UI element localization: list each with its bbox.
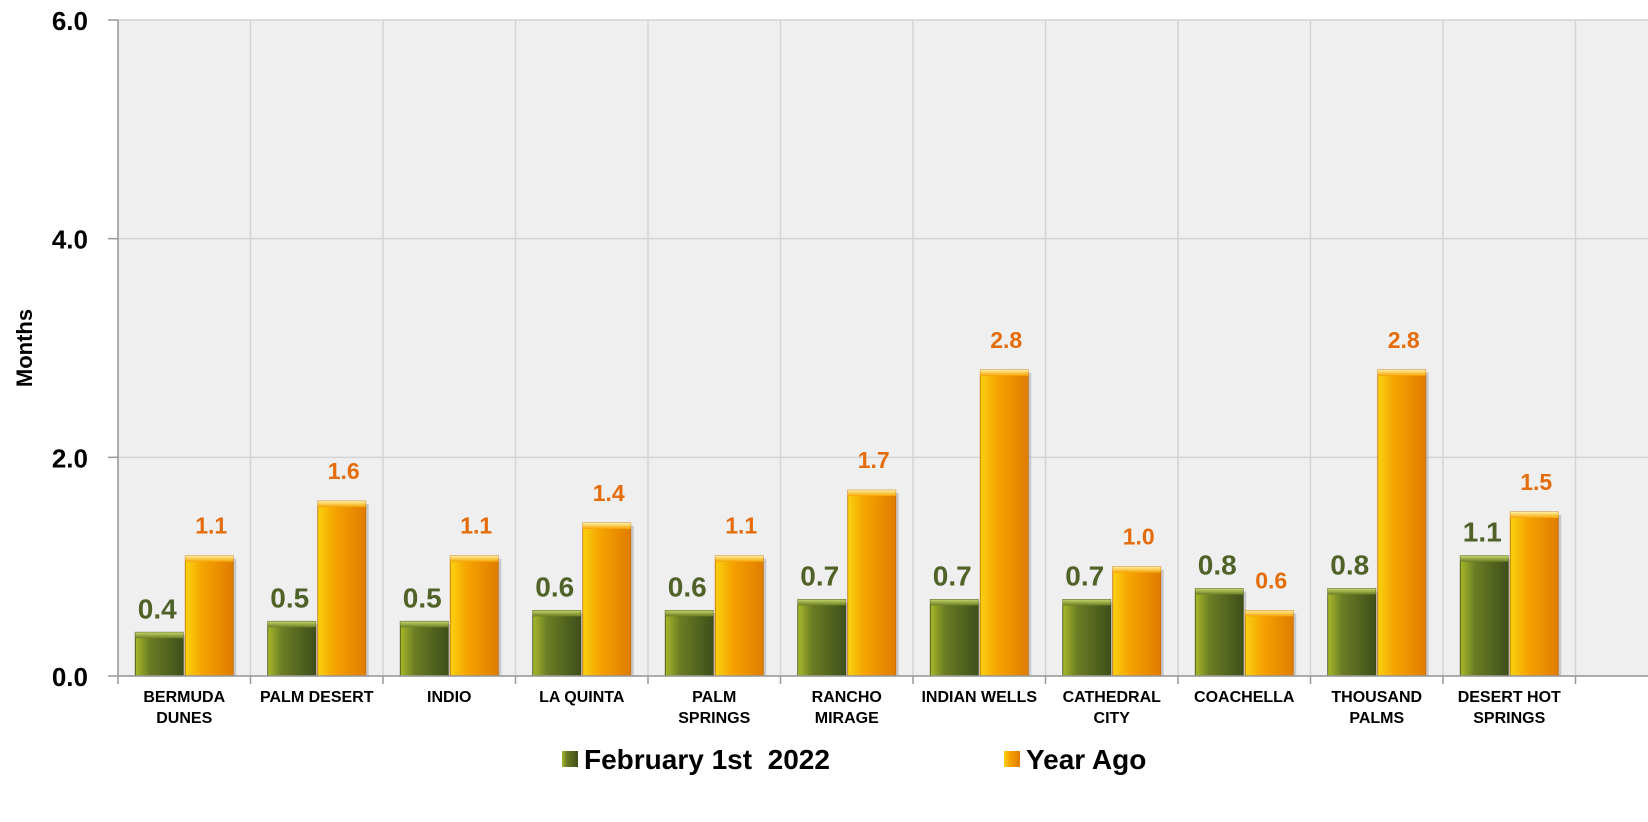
data-label-year-ago: 1.5: [1520, 469, 1552, 495]
bar-february: [268, 621, 316, 676]
bar-year-ago: [980, 370, 1028, 676]
bar-cap: [268, 621, 316, 627]
data-label-year-ago: 1.1: [195, 513, 227, 539]
bar-cap: [1195, 589, 1243, 595]
bar-cap: [583, 523, 631, 529]
bar-cap: [715, 556, 763, 562]
bar-february: [135, 632, 183, 676]
bar-year-ago: [1378, 370, 1426, 676]
bar-february: [930, 599, 978, 676]
x-tick-label: INDIAN WELLS: [921, 689, 1037, 706]
x-tick-label: BERMUDA: [143, 689, 225, 706]
bar-year-ago: [848, 490, 896, 676]
data-label-february: 0.7: [800, 560, 839, 591]
bar-cap: [1328, 589, 1376, 595]
data-label-year-ago: 1.6: [328, 458, 360, 484]
bar-cap: [1378, 370, 1426, 376]
x-tick-label: THOUSAND: [1331, 689, 1422, 706]
data-label-february: 0.6: [535, 571, 574, 602]
bar-year-ago: [1113, 567, 1161, 676]
bar-cap: [318, 501, 366, 507]
data-label-february: 0.8: [1198, 550, 1237, 581]
bar-year-ago: [318, 501, 366, 676]
bar-february: [1460, 556, 1508, 676]
legend-swatch-year-ago: [1004, 751, 1020, 767]
data-label-february: 0.7: [1065, 560, 1104, 591]
bar-february: [1195, 589, 1243, 676]
x-tick-label: PALM DESERT: [260, 689, 374, 706]
y-tick-label: 0.0: [52, 662, 88, 692]
x-tick-label: PALM: [692, 689, 736, 706]
data-label-year-ago: 0.6: [1255, 567, 1287, 593]
x-tick-label: CATHEDRAL: [1063, 689, 1162, 706]
x-tick-label: LA QUINTA: [539, 689, 625, 706]
data-label-february: 0.4: [138, 593, 177, 624]
legend-label-february: February 1st 2022: [584, 744, 830, 775]
bar-february: [665, 610, 713, 676]
bar-cap: [450, 556, 498, 562]
data-label-year-ago: 2.8: [990, 327, 1022, 353]
x-tick-label: SPRINGS: [1473, 710, 1545, 727]
x-tick-label: MIRAGE: [815, 710, 879, 727]
bar-cap: [1063, 599, 1111, 605]
data-label-february: 0.6: [668, 571, 707, 602]
data-label-year-ago: 1.7: [858, 447, 890, 473]
bar-year-ago: [715, 556, 763, 676]
data-label-february: 0.5: [403, 582, 442, 613]
legend: February 1st 2022 Year Ago: [562, 744, 1146, 775]
data-label-february: 0.7: [933, 560, 972, 591]
x-tick-label: RANCHO: [812, 689, 882, 706]
bar-cap: [665, 610, 713, 616]
bar-year-ago: [583, 523, 631, 676]
bar-february: [400, 621, 448, 676]
bar-cap: [533, 610, 581, 616]
y-axis-title: Months: [12, 309, 37, 387]
bar-cap: [135, 632, 183, 638]
data-label-year-ago: 2.8: [1388, 327, 1420, 353]
data-label-february: 1.1: [1463, 517, 1502, 548]
bar-cap: [930, 599, 978, 605]
bar-cap: [848, 490, 896, 496]
x-tick-label: PALMS: [1349, 710, 1404, 727]
data-label-year-ago: 1.1: [725, 513, 757, 539]
y-tick-label: 4.0: [52, 225, 88, 255]
legend-label-year-ago: Year Ago: [1026, 744, 1146, 775]
bar-year-ago: [185, 556, 233, 676]
bar-february: [1328, 589, 1376, 676]
legend-swatch-february: [562, 751, 578, 767]
bar-cap: [185, 556, 233, 562]
data-label-year-ago: 1.1: [460, 513, 492, 539]
bar-year-ago: [1245, 610, 1293, 676]
x-tick-label: CITY: [1094, 710, 1131, 727]
bar-cap: [1510, 512, 1558, 518]
bar-cap: [1245, 610, 1293, 616]
x-tick-label: SPRINGS: [678, 710, 750, 727]
y-tick-label: 6.0: [52, 6, 88, 36]
x-tick-label: INDIO: [427, 689, 471, 706]
data-label-february: 0.8: [1330, 550, 1369, 581]
bar-cap: [400, 621, 448, 627]
bar-cap: [1113, 567, 1161, 573]
y-tick-label: 2.0: [52, 443, 88, 473]
bar-year-ago: [1510, 512, 1558, 676]
bar-year-ago: [450, 556, 498, 676]
data-label-february: 0.5: [270, 582, 309, 613]
bar-february: [533, 610, 581, 676]
bar-cap: [1460, 556, 1508, 562]
data-label-year-ago: 1.4: [593, 480, 625, 506]
bar-february: [798, 599, 846, 676]
x-tick-label: DESERT HOT: [1458, 689, 1561, 706]
bar-cap: [980, 370, 1028, 376]
x-tick-label: COACHELLA: [1194, 689, 1295, 706]
x-tick-label: DUNES: [156, 710, 212, 727]
bar-february: [1063, 599, 1111, 676]
bar-cap: [798, 599, 846, 605]
data-label-year-ago: 1.0: [1123, 524, 1155, 550]
